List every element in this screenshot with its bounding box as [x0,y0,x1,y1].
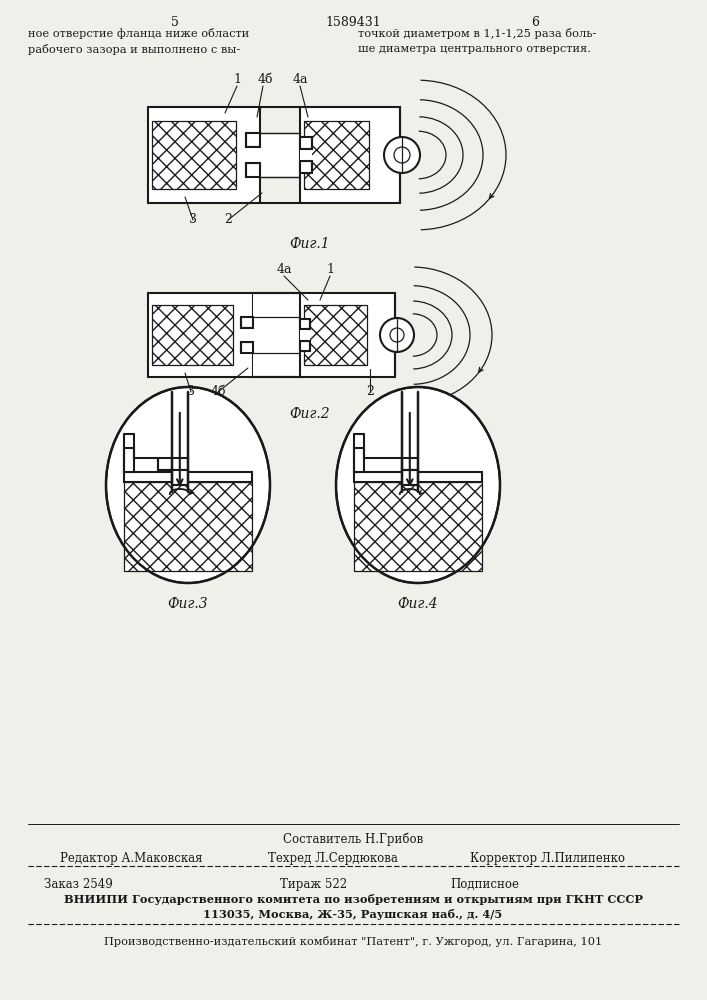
Text: 6: 6 [531,16,539,29]
Bar [392,320,397,350]
Bar [152,121,236,189]
Bar [124,472,252,482]
Text: 4а: 4а [276,263,292,276]
Text: 1589431: 1589431 [325,16,381,29]
Ellipse shape [336,387,500,583]
Bar [300,329,310,341]
Text: 3: 3 [187,385,195,398]
Bar [246,163,260,177]
Text: точкой диаметром в 1,1-1,25 раза боль-
ше диаметра центрального отверстия.: точкой диаметром в 1,1-1,25 раза боль- ш… [358,28,597,54]
Bar [396,139,402,171]
Text: Фиг.2: Фиг.2 [290,407,330,421]
Text: 113035, Москва, Ж-35, Раушская наб., д. 4/5: 113035, Москва, Ж-35, Раушская наб., д. … [204,909,503,920]
Bar [300,293,395,377]
Bar [246,147,260,163]
Circle shape [380,318,414,352]
Text: ное отверстие фланца ниже области
рабочего зазора и выполнено с вы-: ное отверстие фланца ниже области рабоче… [28,28,250,55]
Text: Корректор Л.Пилипенко: Корректор Л.Пилипенко [470,852,625,865]
Text: 2: 2 [366,385,374,398]
Text: Техред Л.Сердюкова: Техред Л.Сердюкова [268,852,398,865]
Bar [304,121,369,189]
Bar [158,458,188,470]
Bar [300,149,312,161]
Bar [172,470,188,485]
Bar [241,317,253,328]
Text: ВНИИПИ Государственного комитета по изобретениям и открытиям при ГКНТ СССР: ВНИИПИ Государственного комитета по изоб… [64,894,643,905]
Bar [300,107,400,203]
Text: Фиг.1: Фиг.1 [290,237,330,251]
Bar [241,328,253,342]
Text: 4б: 4б [257,73,273,86]
Text: Тираж 522: Тираж 522 [280,878,347,891]
Text: Заказ 2549: Заказ 2549 [44,878,112,891]
Bar [354,482,482,571]
Bar [402,458,418,470]
Bar [300,319,310,329]
Circle shape [384,137,420,173]
Circle shape [390,328,404,342]
Text: Фиг.4: Фиг.4 [397,597,438,611]
Bar [300,161,312,173]
Bar [354,472,482,482]
Bar [260,133,300,177]
Text: Производственно-издательский комбинат "Патент", г. Ужгород, ул. Гагарина, 101: Производственно-издательский комбинат "П… [104,936,602,947]
Bar [402,470,418,485]
Bar [246,133,260,147]
Bar [354,448,364,472]
Text: 1: 1 [233,73,241,86]
Text: 1: 1 [326,263,334,276]
Bar [304,305,367,365]
Bar [148,293,253,377]
Bar [148,107,260,203]
Bar [241,342,253,353]
Bar [300,341,310,351]
Circle shape [394,147,410,163]
Bar [124,448,134,472]
Text: 4б: 4б [210,385,226,398]
Bar [124,482,252,571]
Text: 2: 2 [224,213,232,226]
Text: Редактор А.Маковская: Редактор А.Маковская [60,852,202,865]
Bar [300,137,312,149]
Bar [253,293,300,377]
Text: 3: 3 [189,213,197,226]
Text: 5: 5 [171,16,179,29]
Text: Составитель Н.Грибов: Составитель Н.Грибов [283,832,423,846]
Text: 4а: 4а [292,73,308,86]
Text: Подписное: Подписное [450,878,519,891]
Bar [152,305,233,365]
Text: Фиг.3: Фиг.3 [168,597,209,611]
Ellipse shape [106,387,270,583]
